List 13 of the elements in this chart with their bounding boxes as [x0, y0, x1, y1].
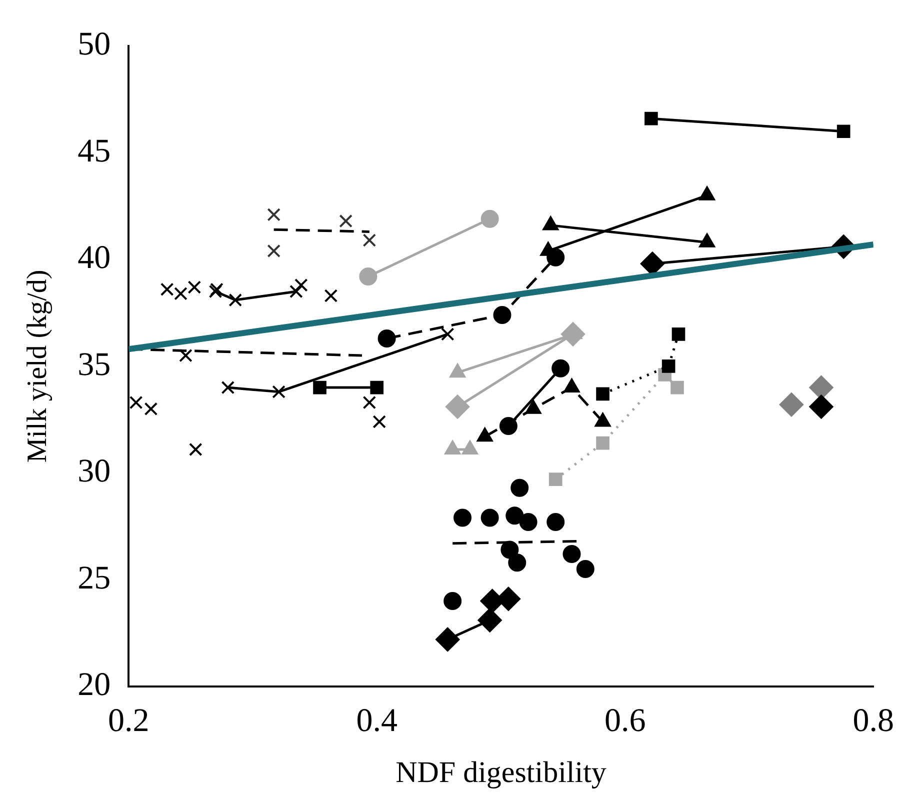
y-tick-label: 25: [78, 560, 111, 596]
x-tick-label: 0.8: [852, 702, 894, 739]
y-tick-label: 35: [78, 346, 111, 383]
y-tick-label: 20: [78, 667, 111, 704]
y-tick-label: 45: [78, 133, 111, 170]
x-axis-title: NDF digestibility: [396, 756, 606, 789]
y-tick-label: 50: [78, 26, 111, 63]
x-tick-label: 0.6: [604, 702, 646, 739]
y-tick-label: 30: [78, 454, 111, 490]
x-tick-label: 0.2: [108, 702, 150, 739]
y-axis-title: Milk yield (kg/d): [22, 270, 54, 463]
y-tick-label: 40: [78, 240, 111, 276]
x-tick-label: 0.4: [356, 702, 398, 739]
